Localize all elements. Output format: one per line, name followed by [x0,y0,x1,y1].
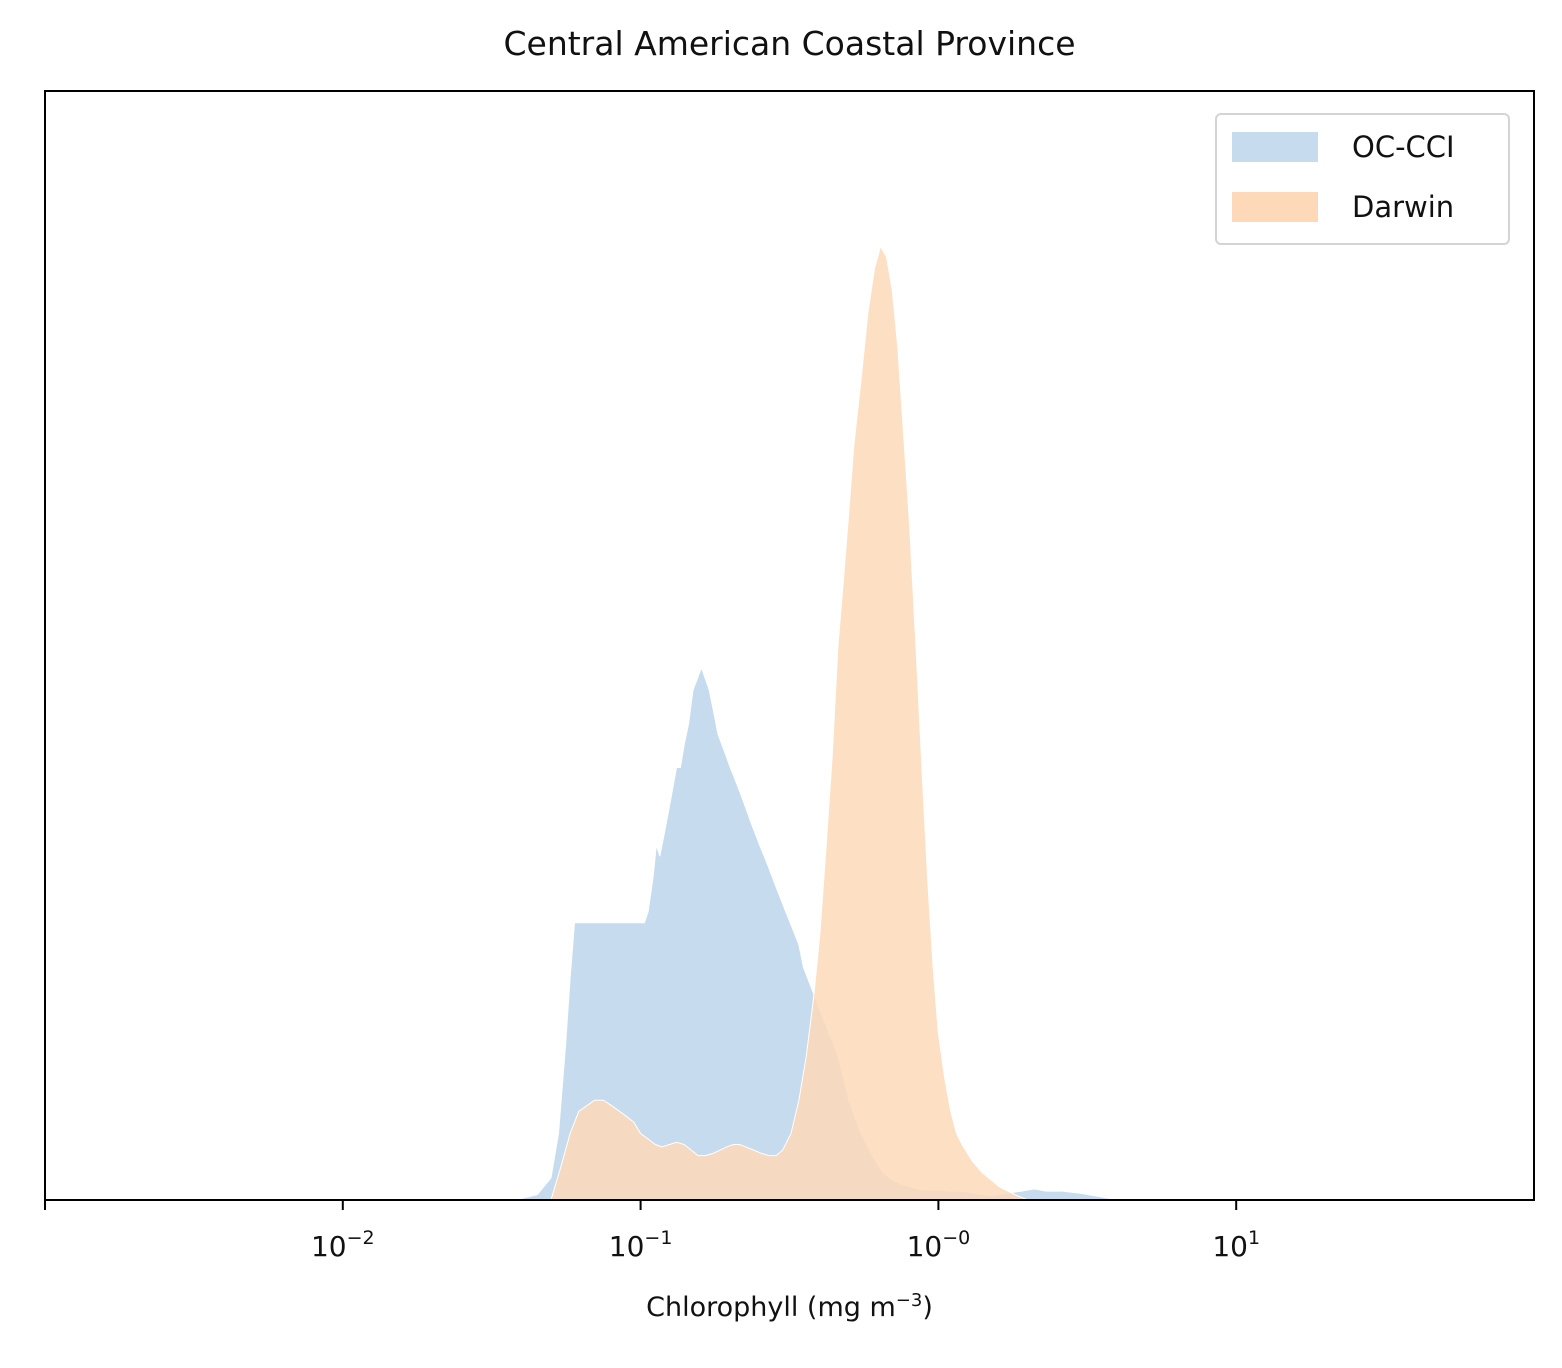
chart-title: Central American Coastal Province [503,24,1076,63]
legend-item-occci: OC-CCI [1232,130,1455,164]
x-tick-label-1: 10−1 [609,1227,673,1263]
x-axis-label-exponent: −3 [895,1290,923,1311]
legend-label-occci: OC-CCI [1352,130,1455,164]
series-layer [515,244,1118,1201]
series-area-darwin [550,244,1029,1201]
legend-item-darwin: Darwin [1232,190,1455,224]
legend-label-darwin: Darwin [1352,190,1455,224]
x-axis-label-close: ) [922,1292,933,1323]
legend-swatch-occci [1232,132,1318,162]
legend-swatch-darwin [1232,192,1318,222]
x-tick-label-2: 10−0 [907,1227,971,1263]
x-tick-label-3: 101 [1212,1227,1260,1263]
legend: OC-CCI Darwin [1215,113,1510,245]
tick-layer: 10−2 10−1 10−0 101 [44,1200,1260,1263]
x-axis-label: Chlorophyll (mg m−3) [45,1290,1534,1323]
x-tick-label-0: 10−2 [311,1227,375,1263]
plot-frame [44,90,1535,1201]
x-axis-label-text: Chlorophyll (mg m [646,1292,896,1323]
